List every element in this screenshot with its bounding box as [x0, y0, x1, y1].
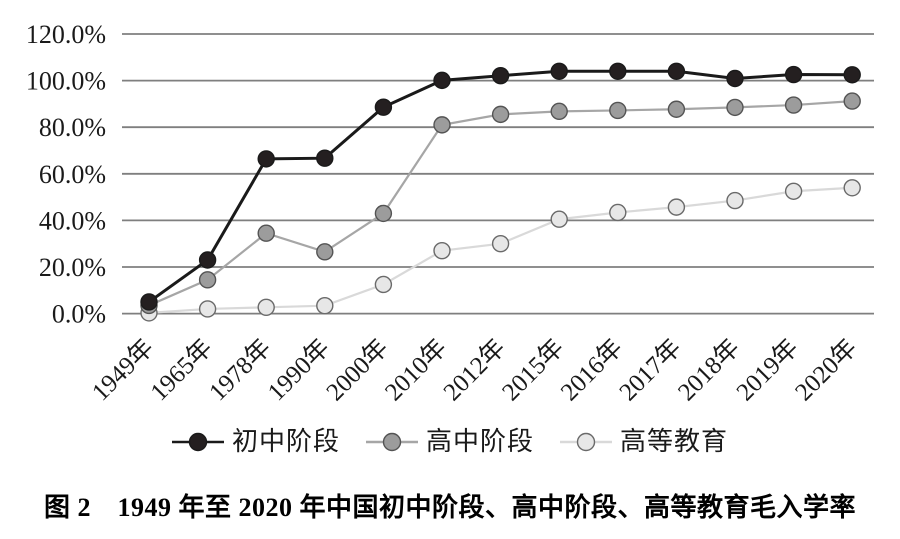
data-point-初中阶段: [550, 62, 568, 80]
data-point-高中阶段: [843, 92, 861, 110]
legend-item-高中阶段: 高中阶段: [365, 427, 534, 456]
legend-marker-icon: [365, 432, 418, 452]
y-tick-label: 120.0%: [26, 20, 106, 49]
data-point-高等教育: [316, 296, 334, 315]
data-point-高中阶段: [667, 100, 686, 118]
data-point-高中阶段: [550, 102, 568, 121]
x-tick-label: 2000年: [321, 333, 394, 406]
legend-dot: [188, 432, 208, 452]
x-tick-label: 1990年: [262, 333, 335, 406]
enrollment-line-chart: 0.0% 20.0% 40.0% 60.0% 80.0% 100.0% 120.0% 1949…: [26, 20, 874, 406]
x-tick-label: 1965年: [145, 333, 218, 406]
data-point-高等教育: [257, 298, 275, 317]
data-point-高等教育: [667, 198, 686, 216]
legend-item-高等教育: 高等教育: [560, 429, 728, 455]
data-point-高等教育: [198, 300, 217, 318]
data-point-高等教育: [433, 241, 451, 260]
x-tick-label: 2020年: [790, 333, 863, 406]
series-line-高中阶段: [148, 100, 853, 307]
data-point-初中阶段: [433, 71, 451, 90]
data-point-初中阶段: [843, 66, 861, 84]
x-tick-label: 1949年: [86, 333, 159, 406]
data-point-初中阶段: [784, 65, 803, 84]
x-tick-label: 2019年: [731, 333, 804, 406]
data-point-初中阶段: [726, 69, 744, 88]
figure-caption: 图 2 1949 年至 2020 年中国初中阶段、高中阶段、高等教育毛入学率: [43, 493, 856, 522]
data-point-高等教育: [374, 275, 393, 294]
x-tick-label: 2017年: [614, 333, 687, 406]
data-point-初中阶段: [667, 62, 686, 80]
legend-label: 初中阶段: [231, 427, 340, 456]
data-point-高中阶段: [198, 271, 217, 289]
data-point-高等教育: [491, 234, 510, 253]
data-point-初中阶段: [316, 149, 334, 167]
y-tick-label: 100.0%: [26, 67, 106, 96]
y-tick-label: 60.0%: [39, 160, 106, 189]
data-point-高中阶段: [784, 96, 803, 114]
data-point-初中阶段: [609, 62, 627, 80]
data-point-高等教育: [843, 179, 861, 197]
x-tick-label: 2015年: [497, 333, 570, 406]
data-point-高中阶段: [374, 204, 393, 223]
legend-label: 高等教育: [620, 427, 729, 456]
data-point-初中阶段: [491, 67, 510, 85]
data-point-初中阶段: [140, 293, 158, 311]
legend-dot: [576, 432, 596, 452]
legend-dot: [382, 432, 402, 452]
data-point-高中阶段: [726, 98, 744, 117]
x-tick-label: 2012年: [438, 333, 511, 406]
data-point-高中阶段: [491, 105, 510, 124]
data-point-高中阶段: [609, 101, 627, 120]
data-point-高等教育: [550, 210, 568, 228]
y-tick-label: 20.0%: [39, 253, 106, 282]
x-tick-label: 2016年: [555, 333, 628, 406]
legend-item-初中阶段: 初中阶段: [171, 427, 340, 456]
x-tick-label: 1978年: [204, 333, 277, 406]
data-point-初中阶段: [257, 150, 275, 168]
x-tick-label: 2018年: [672, 333, 745, 406]
data-point-高等教育: [609, 203, 627, 222]
data-point-高中阶段: [316, 243, 334, 261]
data-point-初中阶段: [198, 251, 217, 269]
legend-marker-icon: [560, 432, 612, 452]
data-point-高等教育: [784, 182, 803, 200]
data-point-初中阶段: [374, 98, 393, 116]
y-tick-label: 0.0%: [52, 300, 106, 329]
x-tick-label: 2010年: [379, 333, 452, 406]
data-point-高中阶段: [257, 224, 275, 242]
legend-label: 高中阶段: [425, 427, 534, 456]
chart-legend: 初中阶段 高中阶段 高等教育: [0, 424, 900, 460]
legend-marker-icon: [171, 432, 224, 452]
data-point-高等教育: [726, 191, 744, 210]
y-tick-label: 40.0%: [39, 206, 106, 235]
y-tick-label: 80.0%: [39, 113, 106, 142]
data-point-高中阶段: [433, 116, 451, 134]
